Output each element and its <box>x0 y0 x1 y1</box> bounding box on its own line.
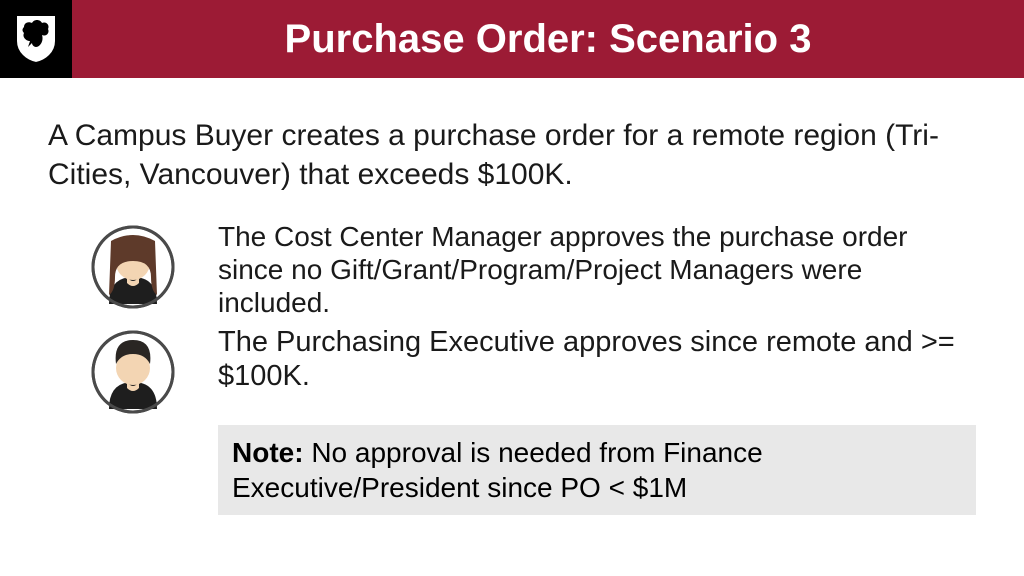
approval-row: The Cost Center Manager approves the pur… <box>48 220 976 319</box>
avatar <box>48 220 218 310</box>
slide-body: A Campus Buyer creates a purchase order … <box>0 78 1024 515</box>
approval-rows: The Cost Center Manager approves the pur… <box>48 220 976 415</box>
page-title: Purchase Order: Scenario 3 <box>285 17 812 62</box>
avatar <box>48 325 218 415</box>
note-label: Note: <box>232 437 304 468</box>
note-text: No approval is needed from Finance Execu… <box>232 437 763 503</box>
approval-text: The Purchasing Executive approves since … <box>218 325 976 393</box>
approval-row: The Purchasing Executive approves since … <box>48 325 976 415</box>
title-box: Purchase Order: Scenario 3 <box>72 0 1024 78</box>
note-box: Note: No approval is needed from Finance… <box>218 425 976 515</box>
logo-box <box>0 0 72 78</box>
wsu-shield-icon <box>14 13 58 65</box>
approval-text: The Cost Center Manager approves the pur… <box>218 220 976 319</box>
intro-text: A Campus Buyer creates a purchase order … <box>48 116 976 194</box>
slide-header: Purchase Order: Scenario 3 <box>0 0 1024 78</box>
